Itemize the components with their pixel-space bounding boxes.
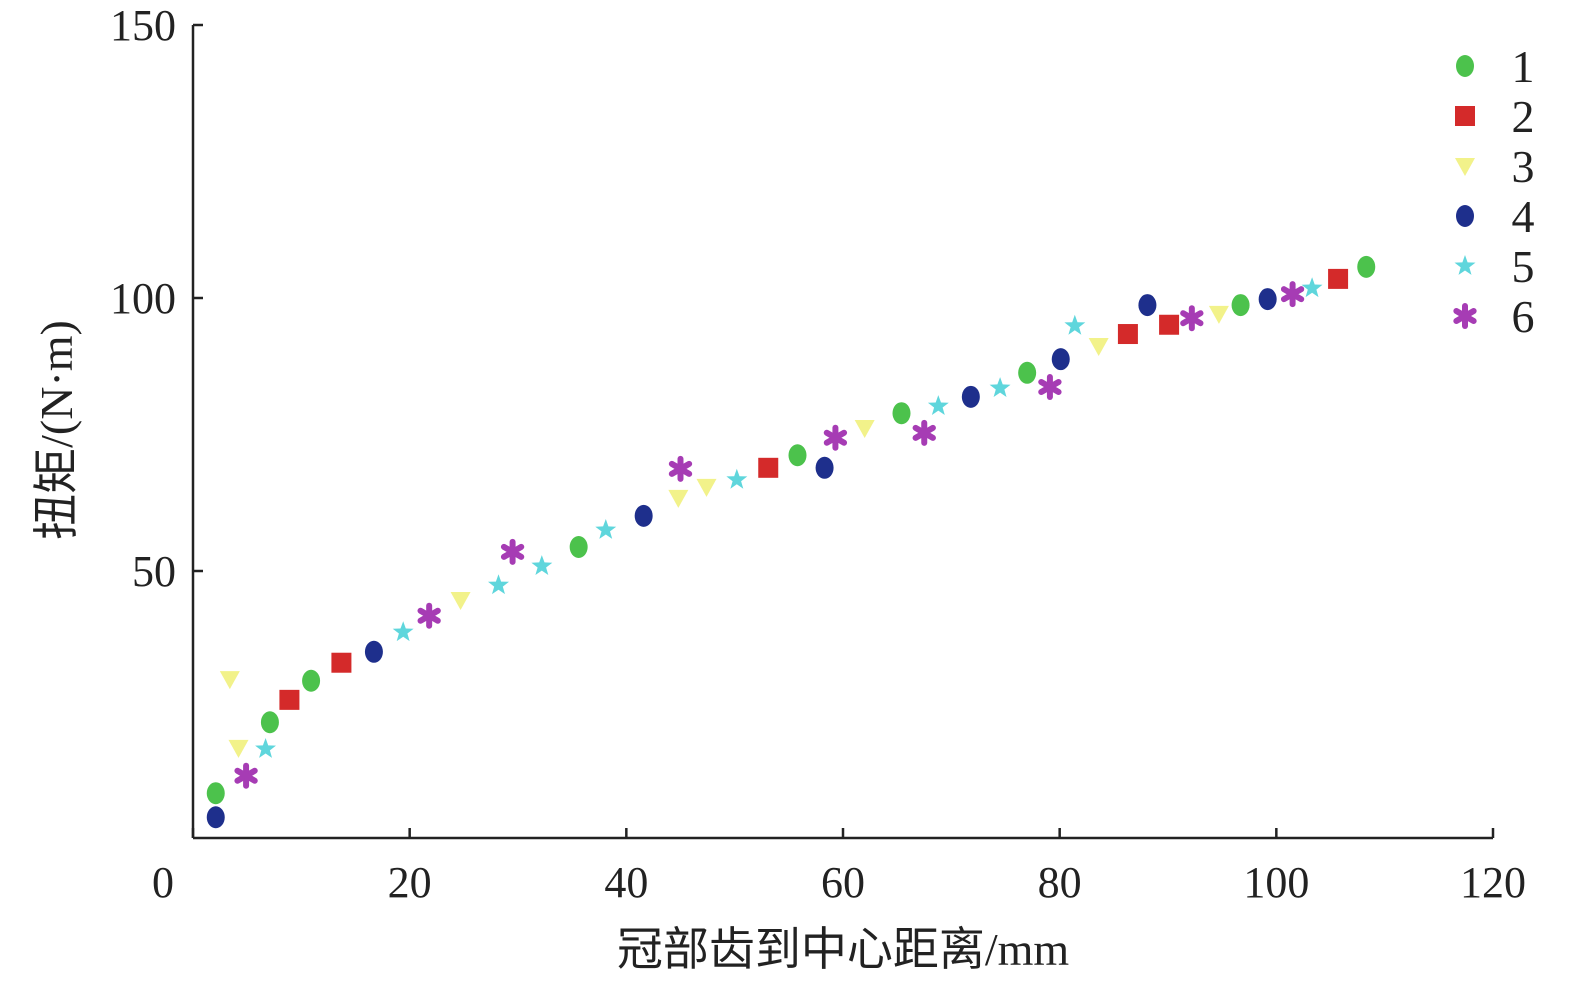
data-point-series-5 — [531, 555, 553, 575]
data-point-series-3 — [228, 739, 249, 758]
legend-item-2: 2 — [1455, 91, 1535, 142]
data-point-series-3 — [668, 489, 689, 508]
data-point-series-6 — [234, 762, 258, 789]
data-points — [206, 255, 1376, 829]
data-point-series-5 — [488, 574, 509, 595]
data-point-series-1 — [1357, 255, 1376, 278]
data-point-series-4 — [1258, 288, 1277, 311]
data-point-series-4 — [1051, 348, 1070, 371]
data-point-series-1 — [788, 444, 807, 467]
legend-marker-1 — [1456, 55, 1474, 77]
data-point-series-6 — [1280, 281, 1305, 308]
data-point-series-4 — [961, 385, 980, 408]
asterisk-stroke — [1038, 378, 1062, 395]
data-point-series-1 — [302, 669, 321, 692]
data-point-series-6 — [668, 455, 693, 482]
asterisk-stroke — [823, 429, 848, 446]
x-tick-label: 80 — [1038, 858, 1082, 907]
data-point-series-5 — [927, 395, 949, 415]
data-point-series-1 — [892, 402, 911, 425]
x-tick-label: 0 — [152, 858, 174, 907]
axes: 0 20 40 60 80 100 120 50 100 150 — [110, 1, 1526, 907]
data-point-series-1 — [206, 782, 225, 805]
data-point-series-2 — [758, 457, 779, 478]
legend-marker-4 — [1456, 205, 1474, 227]
asterisk-stroke — [668, 460, 693, 477]
data-point-series-5 — [989, 377, 1011, 397]
legend-marker-3 — [1455, 158, 1475, 176]
legend-label: 3 — [1512, 141, 1535, 192]
data-point-series-4 — [815, 456, 834, 479]
legend-item-1: 1 — [1456, 41, 1535, 92]
data-point-series-1 — [569, 535, 588, 558]
data-point-series-6 — [912, 419, 936, 446]
legend-label: 1 — [1512, 41, 1535, 92]
y-tick-label: 100 — [110, 274, 176, 323]
legend-item-4: 4 — [1456, 191, 1535, 242]
data-point-series-1 — [1018, 361, 1037, 384]
data-point-series-2 — [1159, 314, 1180, 335]
data-point-series-2 — [331, 652, 352, 673]
x-tick-label: 120 — [1460, 858, 1526, 907]
data-point-series-3 — [219, 671, 240, 690]
data-point-series-2 — [279, 689, 300, 710]
legend-item-3: 3 — [1455, 141, 1535, 192]
legend-item-5: 5 — [1454, 241, 1535, 292]
data-point-series-6 — [1180, 305, 1204, 332]
data-point-series-3 — [1208, 305, 1229, 324]
data-point-series-5 — [726, 468, 748, 489]
data-point-series-2 — [1328, 268, 1349, 289]
data-point-series-5 — [255, 738, 276, 758]
y-axis-label: 扭矩/(N·m) — [31, 320, 82, 540]
legend-label: 4 — [1512, 191, 1535, 242]
x-tick-label: 40 — [604, 858, 648, 907]
asterisk-stroke — [912, 424, 936, 441]
data-point-series-3 — [696, 478, 717, 497]
data-point-series-5 — [1064, 314, 1086, 335]
legend-marker-6 — [1453, 303, 1477, 329]
legend-item-6: 6 — [1453, 291, 1535, 342]
data-point-series-3 — [450, 591, 471, 610]
asterisk-stroke — [500, 543, 525, 560]
data-point-series-4 — [364, 640, 383, 663]
data-point-series-6 — [1038, 373, 1062, 400]
x-tick-label: 20 — [388, 858, 432, 907]
asterisk-stroke — [1180, 310, 1204, 327]
data-point-series-4 — [1138, 294, 1157, 317]
data-point-series-3 — [854, 419, 875, 438]
data-point-series-5 — [392, 621, 414, 642]
legend-label: 6 — [1512, 291, 1535, 342]
data-point-series-6 — [823, 424, 848, 451]
y-tick-label: 150 — [110, 1, 176, 50]
data-point-series-4 — [206, 806, 225, 829]
legend-label: 5 — [1512, 241, 1535, 292]
x-tick-label: 100 — [1243, 858, 1309, 907]
x-tick-label: 60 — [821, 858, 865, 907]
data-point-series-5 — [595, 519, 617, 539]
legend-marker-5 — [1454, 255, 1476, 275]
data-point-series-5 — [1301, 277, 1323, 298]
data-point-series-4 — [634, 504, 653, 527]
data-point-series-1 — [1231, 294, 1250, 317]
data-point-series-3 — [1088, 338, 1109, 357]
asterisk-stroke — [1280, 286, 1305, 303]
data-point-series-2 — [1117, 324, 1138, 345]
y-tick-label: 50 — [132, 547, 176, 596]
data-point-series-6 — [500, 538, 525, 565]
asterisk-stroke — [417, 607, 441, 624]
legend-marker-2 — [1455, 106, 1475, 126]
asterisk-stroke — [1453, 308, 1477, 324]
legend-label: 2 — [1512, 91, 1535, 142]
x-axis-label: 冠部齿到中心距离/mm — [617, 924, 1070, 975]
asterisk-stroke — [234, 767, 258, 784]
data-point-series-1 — [260, 711, 279, 734]
data-point-series-6 — [417, 602, 441, 629]
